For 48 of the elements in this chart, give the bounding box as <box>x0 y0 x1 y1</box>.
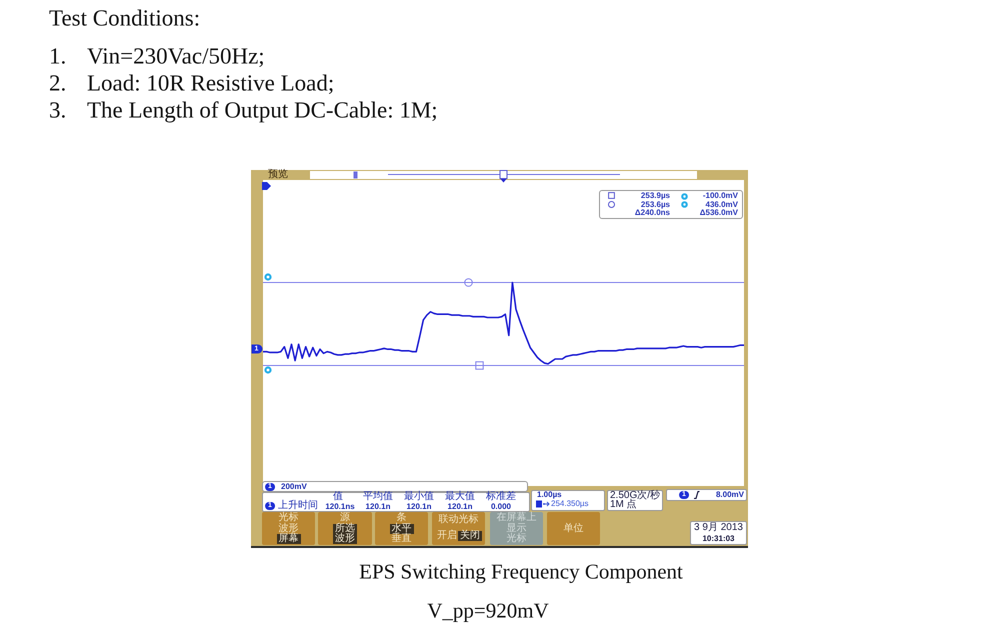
text: 120.1n <box>448 502 472 510</box>
text: 联动光标 <box>438 514 478 525</box>
text: 条 <box>396 512 406 523</box>
text: 所选 <box>333 522 357 534</box>
text: 1M 点 <box>610 499 637 510</box>
text: 10:31:03 <box>702 534 735 542</box>
text: 标准差 <box>486 491 516 502</box>
text: 水平 <box>390 522 414 534</box>
text: 最小值 <box>404 491 434 502</box>
text: 200mV <box>281 482 307 490</box>
text: 120.1ns <box>325 502 355 510</box>
text: 屏幕 <box>276 533 300 544</box>
text: 3 9月 2013 <box>694 522 743 533</box>
text: 0.000 <box>490 502 512 510</box>
text: 源 <box>340 512 350 523</box>
text: 1.00µs <box>537 490 562 499</box>
text: 关闭 <box>458 530 482 541</box>
text: 波形 <box>278 522 298 534</box>
text: 光标 <box>506 533 526 544</box>
text: 垂直 <box>392 533 412 544</box>
text: 上升时间 <box>278 500 318 511</box>
text: 120.1n <box>366 502 390 510</box>
text: 3. The Length of Output DC-Cable: 1M; <box>49 98 438 122</box>
text: 波形 <box>333 533 357 544</box>
text: Δ536.0mV <box>700 208 738 217</box>
text: 1. Vin=230Vac/50Hz; <box>49 44 265 68</box>
text: 平均值 <box>363 491 393 502</box>
text: 253.6µs <box>640 200 670 208</box>
text: 253.9µs <box>640 191 670 200</box>
text: 单位 <box>564 522 584 534</box>
text: 8.00mV <box>716 490 744 499</box>
text: 值 <box>333 491 343 502</box>
text: 436.0mV <box>706 200 738 208</box>
text: 254.350µs <box>551 499 589 508</box>
text: 2.50G次/秒 <box>610 490 660 500</box>
text: 最大值 <box>445 491 475 502</box>
text: 预览 <box>268 169 288 180</box>
text: V_pp=920mV <box>427 598 549 622</box>
text: 120.1n <box>406 502 432 510</box>
text: 在屏幕上 <box>496 512 536 523</box>
text: Test Conditions: <box>49 6 200 30</box>
text: -100.0mV <box>702 191 738 200</box>
text: 开启 <box>437 530 457 541</box>
text: Δ240.0ns <box>634 208 670 217</box>
text: 光标 <box>278 512 298 523</box>
text: EPS Switching Frequency Component <box>359 560 683 584</box>
text: 显示 <box>506 522 526 534</box>
text: 2. Load: 10R Resistive Load; <box>49 70 334 96</box>
